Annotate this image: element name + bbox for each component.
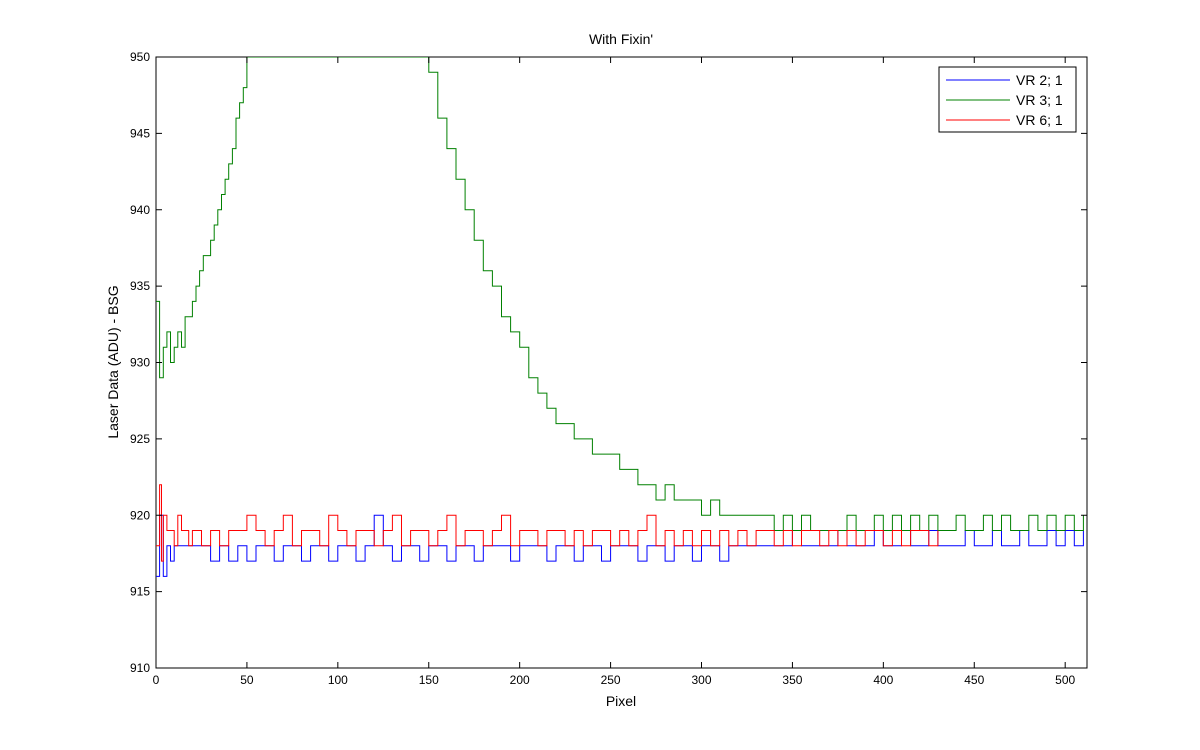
y-tick-label: 935 (130, 279, 150, 293)
chart-title: With Fixin' (589, 31, 653, 47)
y-tick-label: 925 (130, 432, 150, 446)
x-tick-label: 450 (964, 673, 984, 687)
legend: VR 2; 1 VR 3; 1 VR 6; 1 (938, 66, 1077, 133)
x-tick-label: 400 (873, 673, 893, 687)
y-tick-label: 940 (130, 203, 150, 217)
ticks-layer: 0 50 100 150 200 250 300 350 400 450 500 910 915 920 9… (130, 50, 1087, 687)
x-tick-label: 500 (1055, 673, 1075, 687)
x-tick-label: 350 (782, 673, 802, 687)
y-axis-title: Laser Data (ADU) - BSG (105, 285, 121, 438)
x-axis-title: Pixel (606, 693, 636, 709)
legend-label: VR 2; 1 (1016, 72, 1063, 88)
y-tick-label: 945 (130, 126, 150, 140)
x-tick-label: 0 (153, 673, 160, 687)
x-tick-label: 300 (691, 673, 711, 687)
y-tick-label: 930 (130, 356, 150, 370)
x-tick-label: 150 (419, 673, 439, 687)
series-line-2 (156, 57, 1084, 531)
plot-area: 0 50 100 150 200 250 300 350 400 450 500 910 915 920 9… (130, 50, 1088, 687)
x-tick-label: 200 (510, 673, 530, 687)
x-tick-label: 100 (328, 673, 348, 687)
y-tick-label: 915 (130, 585, 150, 599)
x-tick-label: 250 (601, 673, 621, 687)
legend-label: VR 6; 1 (1016, 112, 1063, 128)
series-layer (156, 57, 1084, 577)
x-tick-label: 50 (240, 673, 254, 687)
plot-frame (155, 56, 1088, 669)
y-tick-label: 950 (130, 50, 150, 64)
series-line-3 (156, 484, 939, 562)
legend-label: VR 3; 1 (1016, 92, 1063, 108)
y-tick-label: 920 (130, 508, 150, 522)
y-tick-label: 910 (130, 661, 150, 675)
